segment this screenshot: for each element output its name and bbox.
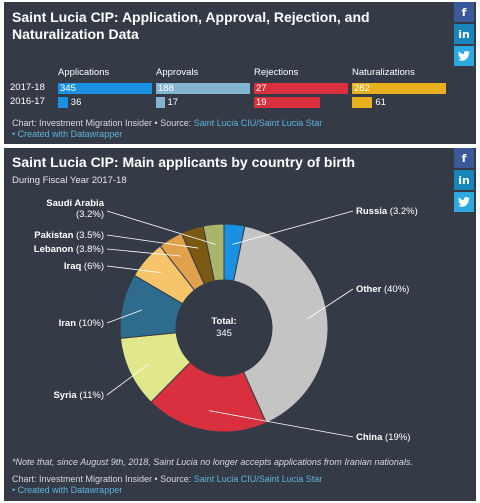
slice-label: Other (40%) (356, 284, 409, 295)
donut-chart-subtitle: During Fiscal Year 2017-18 (12, 175, 127, 186)
row-label: 2017-18 (10, 82, 45, 93)
datawrapper-link[interactable]: • Created with Datawrapper (12, 485, 123, 495)
twitter-icon[interactable] (454, 46, 474, 66)
column-header: Rejections (254, 67, 299, 78)
bar-value-label: 282 (354, 83, 370, 94)
source-link[interactable]: Saint Lucia CIU/Saint Lucia Star (193, 474, 323, 484)
donut-chart-title: Saint Lucia CIP: Main applicants by coun… (12, 154, 356, 170)
leader-line (106, 210, 216, 245)
slice-label: Saudi Arabia (3.2%) (46, 198, 104, 220)
bar (58, 97, 68, 108)
bar-value-label: 36 (70, 97, 82, 108)
leader-line (106, 234, 199, 249)
row-label: 2016-17 (10, 96, 45, 107)
bar (156, 97, 165, 108)
bar (58, 83, 152, 94)
leader-line (106, 309, 143, 324)
bar-value-label: 188 (158, 83, 174, 94)
column-header: Naturalizations (352, 67, 415, 78)
leader-line (307, 288, 354, 320)
linkedin-icon[interactable]: in (454, 170, 474, 190)
share-buttons: f in (454, 148, 474, 214)
column-header: Approvals (156, 67, 199, 78)
donut-center-value: 345 (216, 328, 232, 339)
donut-slice-saudi-arabia (202, 223, 225, 282)
leader-line (232, 210, 354, 245)
share-buttons: f in (454, 2, 474, 68)
bar-value-label: 17 (167, 97, 179, 108)
bar (254, 83, 348, 94)
donut-slice-china (150, 361, 267, 433)
bar-value-label: 61 (375, 97, 386, 108)
donut-slice-other (233, 225, 329, 424)
donut-center-label: Total: (211, 316, 236, 327)
column-header: Applications (58, 67, 110, 78)
donut-chart-footer: Chart: Investment Migration Insider • So… (12, 474, 322, 496)
bar-chart-title: Saint Lucia CIP: Application, Approval, … (12, 9, 370, 42)
twitter-icon[interactable] (454, 192, 474, 212)
donut-chart: Russia (3.2%) Other (40%) China (19%) Syria… (34, 198, 418, 443)
slice-label: Russia (3.2%) (356, 206, 418, 217)
bar-chart-panel: Saint Lucia CIP: Application, Approval, … (4, 2, 476, 144)
bar (352, 97, 373, 108)
donut-chart-panel: Saint Lucia CIP: Main applicants by coun… (4, 148, 476, 501)
source-link[interactable]: Saint Lucia CIU/Saint Lucia Star (193, 118, 323, 128)
slice-label: Lebanon (3.8%) (34, 244, 104, 255)
slice-label: Iraq (6%) (64, 261, 104, 272)
leader-line (106, 363, 149, 396)
footer-source: Chart: Investment Migration Insider • So… (12, 474, 194, 484)
slice-label: Iran (10%) (59, 318, 104, 329)
facebook-icon[interactable]: f (454, 2, 474, 22)
bar-value-label: 19 (256, 97, 267, 108)
datawrapper-link[interactable]: • Created with Datawrapper (12, 129, 123, 139)
linkedin-icon[interactable]: in (454, 24, 474, 44)
bar-value-label: 27 (256, 83, 267, 94)
slice-label: Pakistan (3.5%) (34, 230, 104, 241)
facebook-icon[interactable]: f (454, 148, 474, 168)
leader-line (106, 248, 181, 257)
leader-line (208, 410, 354, 438)
footer-source: Chart: Investment Migration Insider • So… (12, 118, 194, 128)
bar (254, 97, 321, 108)
slice-label: Syria (11%) (53, 390, 104, 401)
bar (156, 83, 250, 94)
leader-line (106, 265, 161, 274)
bar-chart-footer: Chart: Investment Migration Insider • So… (12, 118, 322, 140)
chart-note: *Note that, since August 9th, 2018, Sain… (12, 457, 413, 467)
bar-value-label: 345 (60, 83, 76, 94)
bar (352, 83, 446, 94)
slice-label: China (19%) (356, 432, 410, 443)
